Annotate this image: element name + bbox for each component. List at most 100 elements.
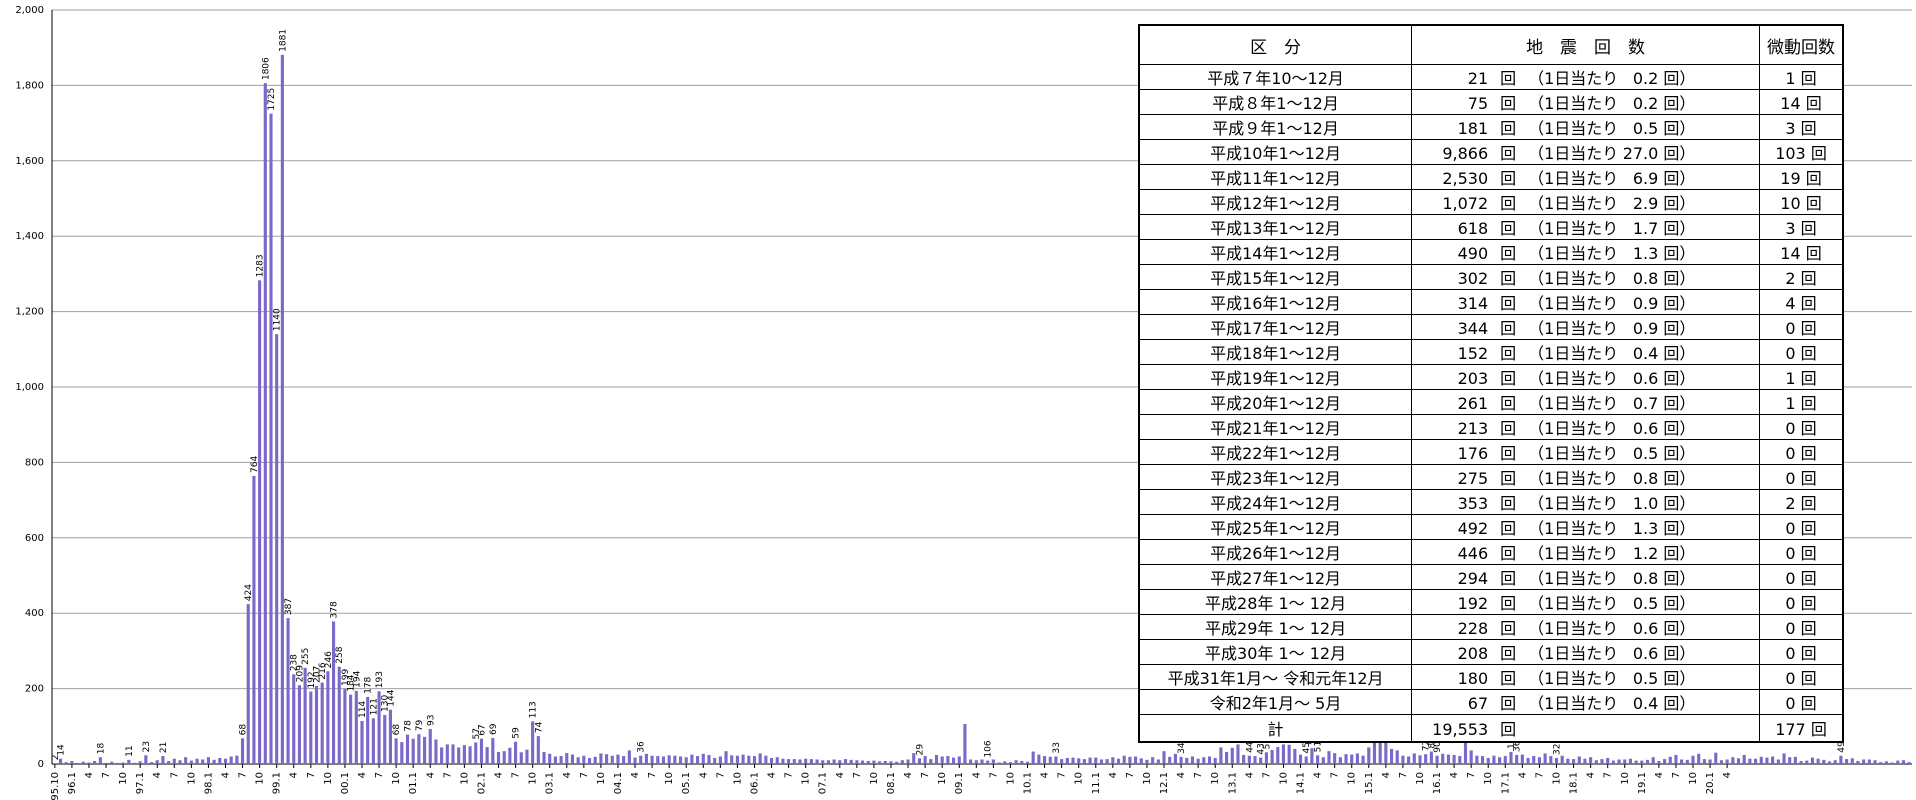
bar: [1105, 759, 1109, 764]
x-tick-label: 08.1: [886, 772, 897, 794]
bar: [115, 762, 119, 764]
earthquake-count-cell: 2,530 回 （1日当たり 6.9 回）: [1411, 164, 1761, 190]
bar: [934, 754, 939, 764]
bar: [1429, 751, 1433, 764]
bar: [1344, 754, 1348, 764]
table-row: 平成17年1～12月 344 回 （1日当たり 0.9 回） 0 回: [1138, 314, 1844, 340]
period-cell: 平成25年1～12月: [1138, 514, 1413, 540]
data-label: 69: [489, 723, 499, 735]
period-cell: 平成15年1～12月: [1138, 264, 1413, 290]
total-count-unit: 回: [1500, 720, 1517, 739]
bar: [1810, 757, 1815, 764]
x-tick-label: 10: [391, 772, 402, 785]
data-label: 378: [330, 601, 340, 618]
count-value: 302: [1457, 269, 1489, 288]
bar: [1378, 730, 1382, 764]
bar: [940, 756, 944, 764]
bar: [1446, 754, 1450, 764]
data-label: 193: [375, 671, 385, 688]
count-unit: 回: [1500, 169, 1517, 188]
x-tick-label: 10: [937, 772, 948, 785]
count-unit: 回: [1500, 644, 1517, 663]
bar: [696, 756, 700, 764]
table-row: 平成19年1～12月 203 回 （1日当たり 0.6 回） 1 回: [1138, 364, 1844, 390]
x-tick-label: 4: [494, 772, 505, 778]
bar: [514, 741, 518, 764]
earthquake-count-cell: 344 回 （1日当たり 0.9 回）: [1411, 314, 1761, 340]
bar: [303, 667, 307, 764]
table-row: 平成８年1～12月 75 回 （1日当たり 0.2 回） 14 回: [1138, 89, 1844, 115]
per-day: （1日当たり 1.3 回）: [1528, 519, 1696, 538]
tremor-count-cell: 0 回: [1759, 414, 1844, 440]
earthquake-count-cell: 192 回 （1日当たり 0.5 回）: [1411, 589, 1761, 615]
count-value: 180: [1457, 669, 1489, 688]
bar: [1503, 756, 1507, 764]
bar: [388, 709, 393, 764]
table-row: 平成21年1～12月 213 回 （1日当たり 0.6 回） 0 回: [1138, 414, 1844, 440]
bar: [1827, 761, 1832, 764]
count-unit: 回: [1500, 294, 1517, 313]
bar: [1145, 759, 1149, 764]
bar: [1873, 760, 1877, 764]
bar: [969, 759, 973, 764]
x-axis: 95.10 96.1 4 7 10 97.1 4 7 10 98.1 4 7 10 99.1 4 7 10 00.…: [50, 764, 1733, 800]
table-row: 平成30年 1～ 12月 208 回 （1日当たり 0.6 回） 0 回: [1138, 639, 1844, 665]
count-unit: 回: [1500, 344, 1517, 363]
period-cell: 平成21年1～12月: [1138, 414, 1413, 440]
bar: [1327, 751, 1331, 764]
bar: [582, 755, 586, 764]
bar: [1168, 756, 1172, 764]
x-tick-label: 7: [1534, 772, 1545, 778]
x-tick-label: 02.1: [476, 772, 487, 794]
earthquake-count-cell: 21 回 （1日当たり 0.2 回）: [1411, 64, 1761, 90]
bar: [229, 756, 233, 764]
per-day: （1日当たり 2.9 回）: [1528, 194, 1696, 213]
table-row: 平成25年1～12月 492 回 （1日当たり 1.3 回） 0 回: [1138, 514, 1844, 540]
bar: [417, 734, 421, 764]
tremor-count-cell: 0 回: [1759, 664, 1844, 690]
per-day: （1日当たり 0.2 回）: [1528, 69, 1696, 88]
bar: [383, 714, 387, 764]
bar: [81, 761, 85, 764]
table-row: 平成15年1～12月 302 回 （1日当たり 0.8 回） 2 回: [1138, 264, 1844, 290]
bar: [1526, 757, 1530, 764]
bar: [570, 754, 575, 764]
bar: [479, 738, 484, 764]
data-label: 114: [358, 701, 368, 718]
bar: [1304, 756, 1308, 764]
bar: [1458, 756, 1462, 764]
x-tick-label: 10: [1005, 772, 1016, 785]
count-value: 492: [1457, 519, 1489, 538]
per-day-value: 0.4: [1632, 694, 1659, 713]
bar: [1571, 759, 1576, 764]
bar: [1901, 760, 1906, 764]
y-tick-label: 600: [25, 533, 44, 544]
data-label: 258: [335, 646, 345, 663]
bar: [667, 755, 671, 764]
bar: [394, 738, 398, 764]
earthquake-count-cell: 1,072 回 （1日当たり 2.9 回）: [1411, 189, 1761, 215]
x-tick-label: 16.1: [1432, 772, 1443, 794]
bars: [53, 54, 1911, 765]
x-tick-label: 4: [1108, 772, 1119, 778]
bar: [1173, 753, 1177, 764]
bar: [1151, 757, 1155, 764]
table-row: 令和2年1月～ 5月 67 回 （1日当たり 0.4 回） 0 回: [1138, 689, 1844, 715]
bar: [1685, 759, 1689, 764]
bar: [1799, 760, 1803, 764]
bar: [701, 753, 705, 764]
x-tick-label: 4: [1654, 772, 1665, 778]
bar: [354, 690, 358, 764]
per-day-value: 1.2: [1632, 544, 1659, 563]
period-cell: 平成７年10～12月: [1138, 64, 1413, 90]
per-day: （1日当たり 1.7 回）: [1528, 219, 1696, 238]
data-label: 67: [477, 724, 487, 735]
bar: [1782, 753, 1786, 764]
earthquake-count-cell: 618 回 （1日当たり 1.7 回）: [1411, 214, 1761, 240]
bar: [1060, 759, 1064, 764]
x-tick-label: 4: [1040, 772, 1051, 778]
bar: [747, 755, 751, 764]
bar: [1884, 761, 1888, 764]
bar: [599, 753, 603, 764]
tremor-count-cell: 0 回: [1759, 614, 1844, 640]
